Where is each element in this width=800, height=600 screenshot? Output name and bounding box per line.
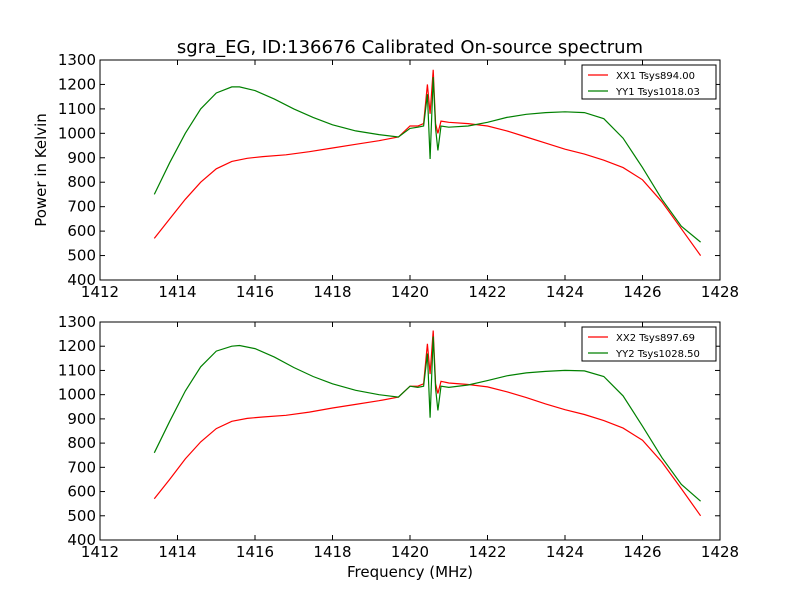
y-tick-label-top-1300: 1300 (58, 51, 96, 69)
series-line-bottom-1 (153, 330, 702, 517)
x-tick-label-bottom-1412: 1412 (81, 543, 119, 561)
x-axis-label-bottom: Frequency (MHz) (347, 563, 473, 581)
x-tick-label-top-1418: 1418 (313, 283, 351, 301)
legend-box-top (581, 64, 717, 100)
y-tick-label-top-600: 600 (67, 222, 96, 240)
legend-top: XX1 Tsys894.00 YY1 Tsys1018.03 (581, 64, 717, 100)
x-tick-label-top-1416: 1416 (236, 283, 274, 301)
y-tick-label-bottom-400: 400 (67, 531, 96, 549)
legend-bottom: XX2 Tsys897.69 YY2 Tsys1028.50 (581, 326, 717, 362)
series-line-bottom-2 (153, 336, 701, 502)
chart-title: sgra_EG, ID:136676 Calibrated On-source … (177, 37, 643, 58)
y-tick-label-top-800: 800 (67, 173, 96, 191)
y-tick-label-bottom-900: 900 (67, 410, 96, 428)
y-axis-label-top: Power in Kelvin (32, 113, 50, 227)
x-tick-label-top-1426: 1426 (623, 283, 661, 301)
x-tick-label-bottom-1422: 1422 (468, 543, 506, 561)
x-tick-label-bottom-1414: 1414 (158, 543, 196, 561)
y-tick-label-top-1200: 1200 (58, 75, 96, 93)
y-tick-label-bottom-1000: 1000 (58, 386, 96, 404)
x-tick-label-top-1424: 1424 (546, 283, 584, 301)
panel-top: 1412 1414 1416 1418 1420 1422 1424 1426 1428 400 5… (58, 51, 739, 301)
x-tick-label-top-1428: 1428 (701, 283, 739, 301)
x-tick-label-bottom-1416: 1416 (236, 543, 274, 561)
legend-label-top-1: XX1 Tsys894.00 (616, 71, 695, 82)
y-tick-label-bottom-600: 600 (67, 483, 96, 501)
y-tick-label-bottom-1100: 1100 (58, 361, 96, 379)
y-tick-label-top-500: 500 (67, 247, 96, 265)
legend-label-bottom-1: XX2 Tsys897.69 (616, 333, 695, 344)
x-tick-label-top-1420: 1420 (391, 283, 429, 301)
y-tick-label-bottom-700: 700 (67, 458, 96, 476)
y-tick-label-top-1100: 1100 (58, 100, 96, 118)
x-tick-label-top-1412: 1412 (81, 283, 119, 301)
y-tick-label-top-400: 400 (67, 271, 96, 289)
x-tick-label-bottom-1424: 1424 (546, 543, 584, 561)
series-line-top-1 (153, 69, 702, 256)
y-tick-label-bottom-1300: 1300 (58, 313, 96, 331)
y-tick-label-bottom-1200: 1200 (58, 337, 96, 355)
x-tick-label-bottom-1428: 1428 (701, 543, 739, 561)
legend-box-bottom (581, 326, 717, 362)
x-tick-label-top-1414: 1414 (158, 283, 196, 301)
x-tick-label-bottom-1420: 1420 (391, 543, 429, 561)
panel-bottom: 1412 1414 1416 1418 1420 1422 1424 1426 1428 400 5… (58, 313, 739, 561)
y-tick-label-top-1000: 1000 (58, 124, 96, 142)
y-tick-label-top-900: 900 (67, 149, 96, 167)
y-tick-label-bottom-500: 500 (67, 507, 96, 525)
series-line-top-2 (153, 77, 701, 243)
x-tick-label-top-1422: 1422 (468, 283, 506, 301)
legend-label-bottom-2: YY2 Tsys1028.50 (615, 349, 700, 360)
x-tick-label-bottom-1418: 1418 (313, 543, 351, 561)
y-tick-label-bottom-800: 800 (67, 434, 96, 452)
legend-label-top-2: YY1 Tsys1018.03 (615, 87, 700, 98)
x-tick-label-bottom-1426: 1426 (623, 543, 661, 561)
y-tick-label-top-700: 700 (67, 198, 96, 216)
